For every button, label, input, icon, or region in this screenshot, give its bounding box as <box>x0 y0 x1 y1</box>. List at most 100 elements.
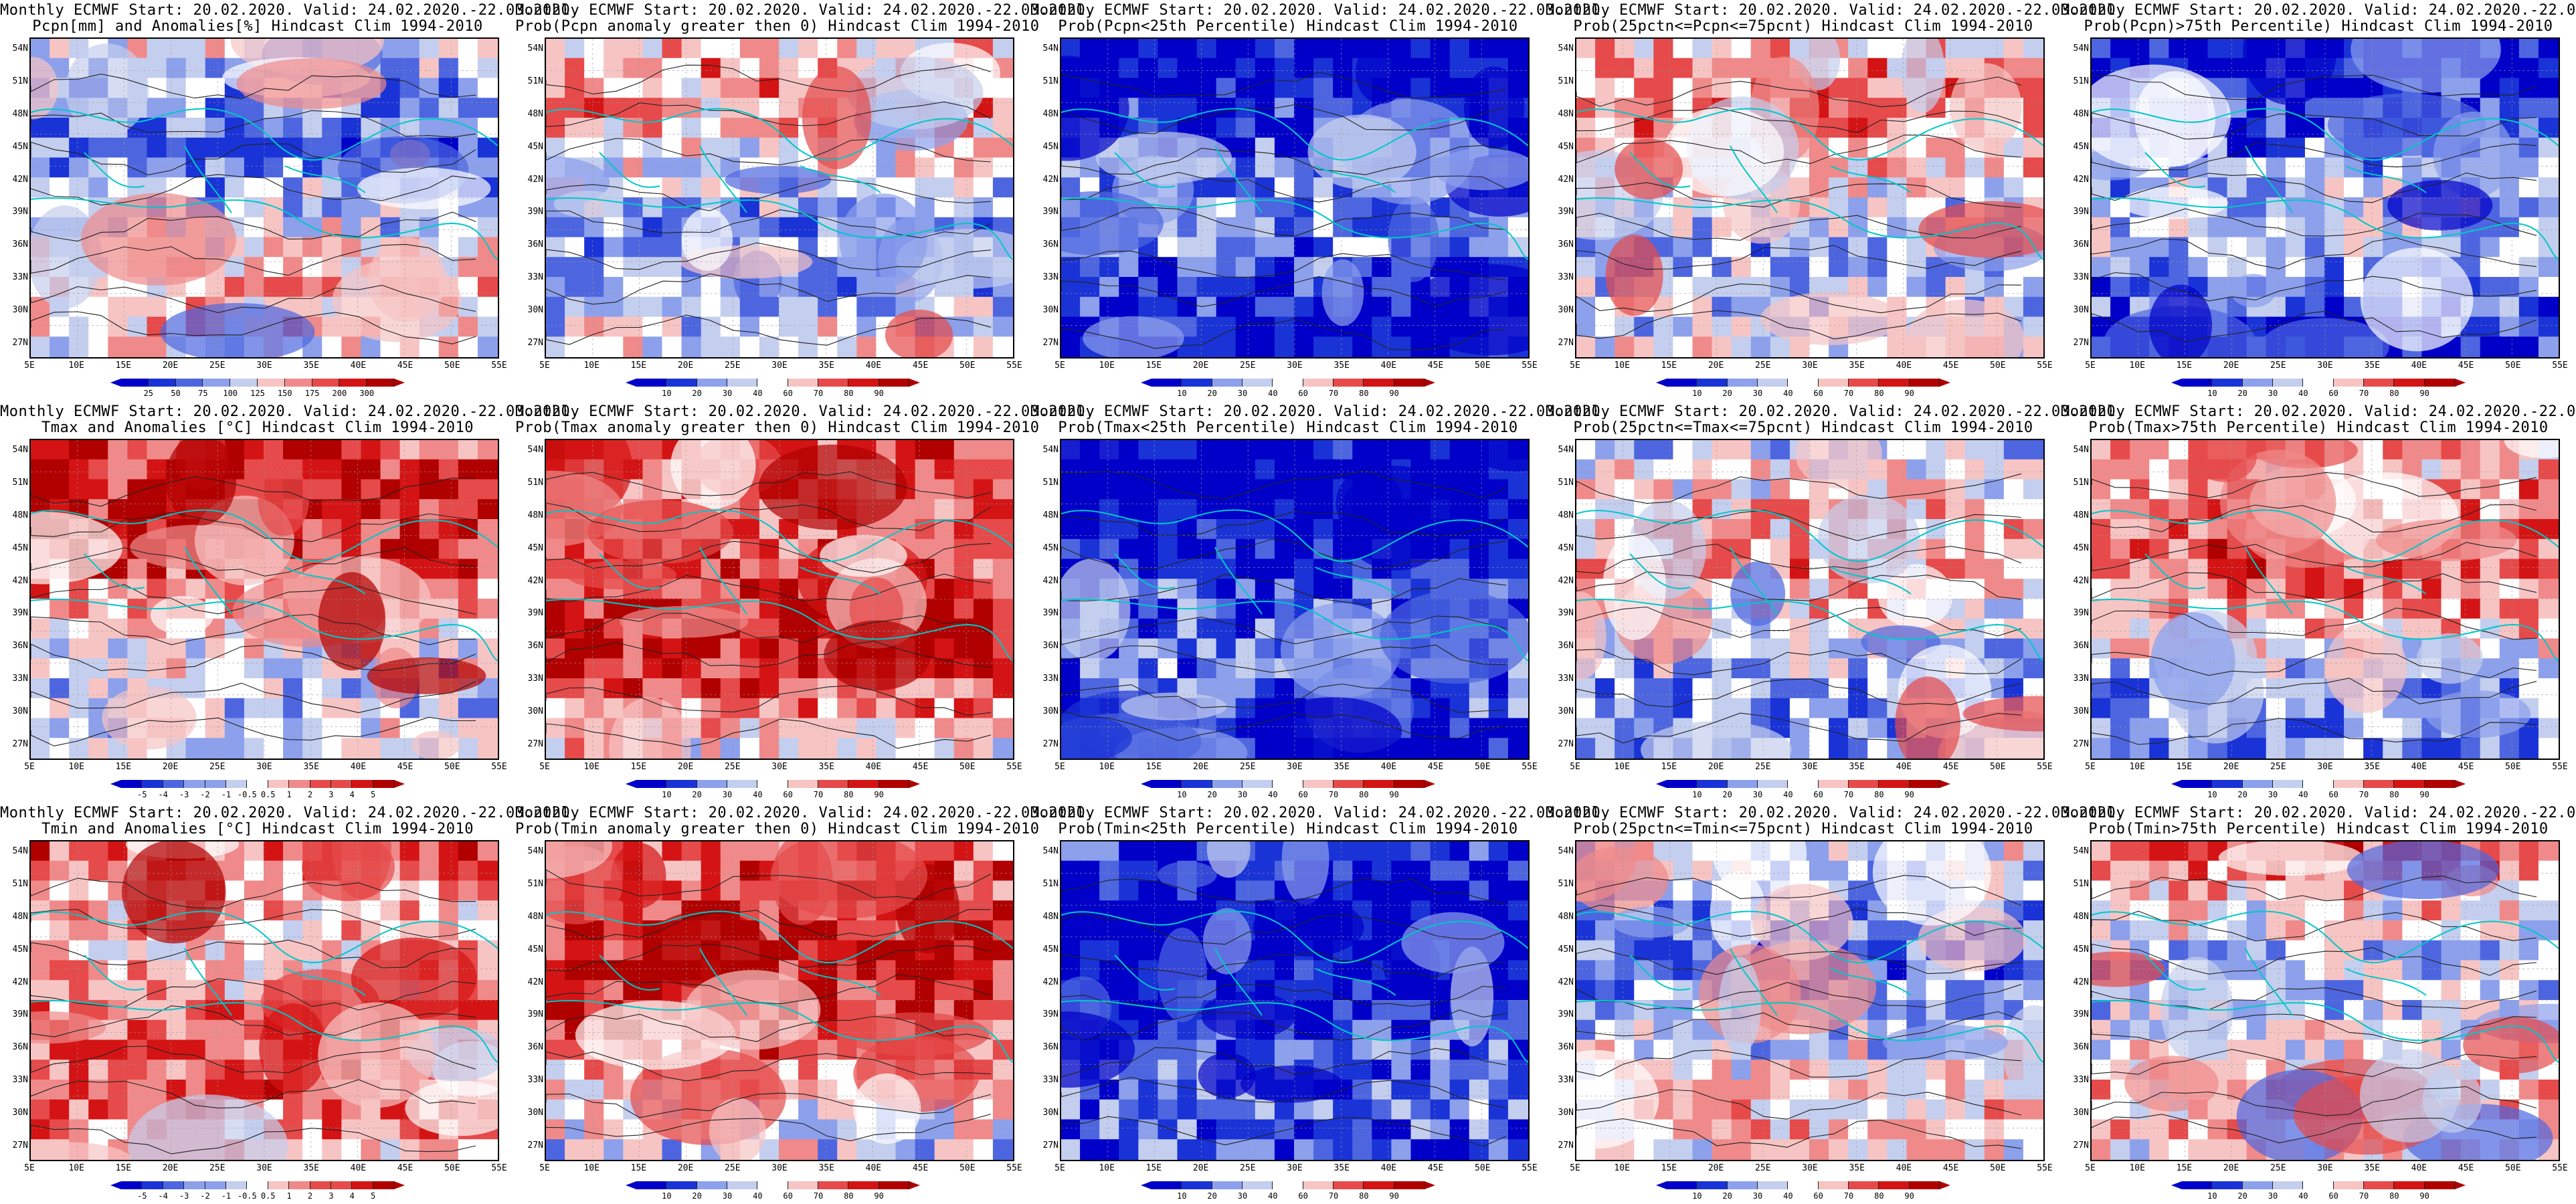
field-cell <box>1964 39 1986 60</box>
lat-tick-label: 39N <box>527 207 543 217</box>
lat-tick-label: 54N <box>1042 445 1059 455</box>
contour-line <box>546 101 992 127</box>
lon-tick-label: 35E <box>2364 361 2380 371</box>
field-cell <box>1196 257 1218 278</box>
field-cell <box>205 137 226 159</box>
field-cell <box>2538 58 2559 80</box>
panel-title-line2: Tmin and Anomalies [°C] Hindcast Clim 19… <box>41 821 474 837</box>
field-cell <box>1235 459 1257 481</box>
field-cell <box>779 599 800 620</box>
field-cell <box>2324 157 2346 179</box>
lon-tick-label: 50E <box>444 762 460 772</box>
field-cell <box>1653 479 1675 501</box>
lon-tick-label: 35E <box>303 1163 319 1173</box>
field-cell <box>322 336 343 357</box>
field-cell <box>1235 157 1257 179</box>
field-cell <box>856 698 878 720</box>
field-cell <box>662 678 683 700</box>
field-blob <box>1321 259 1364 326</box>
colorbar-segment <box>163 780 185 788</box>
panel-title-line1: Monthly ECMWF Start: 20.02.2020. Valid: … <box>0 2 579 19</box>
field-cell <box>302 920 324 942</box>
field-cell <box>244 638 265 660</box>
field-cell <box>399 479 421 501</box>
field-cell <box>1789 718 1811 740</box>
colorbar-label: 70 <box>1328 790 1339 799</box>
field-cell <box>1673 197 1694 219</box>
contour-line <box>1576 213 2022 241</box>
colorbar-segment <box>225 780 248 788</box>
field-cell <box>1274 336 1295 357</box>
field-cell <box>1731 519 1752 540</box>
field-cell <box>264 841 285 862</box>
colorbar-segment <box>175 379 203 387</box>
field-cell <box>69 718 90 740</box>
colorbar-label: 70 <box>813 389 824 398</box>
field-cell <box>341 678 363 700</box>
field-cell <box>2246 177 2268 199</box>
field-cell <box>458 459 479 481</box>
field-cell <box>779 678 800 700</box>
colorbar-label: 10 <box>2207 790 2217 799</box>
field-cell <box>2499 58 2520 80</box>
coastline <box>84 546 366 615</box>
field-cell <box>2092 237 2112 259</box>
field-cell <box>2518 39 2540 60</box>
field-cell <box>604 39 625 60</box>
field-cell <box>1789 678 1811 700</box>
field-cell <box>205 940 226 962</box>
field-cell <box>934 579 955 600</box>
field-cell <box>302 118 324 139</box>
field-cell <box>1634 39 1655 60</box>
field-cell <box>2266 157 2287 179</box>
lon-tick-label: 35E <box>303 762 319 772</box>
field-cell <box>1255 336 1276 357</box>
panel-title-line2: Prob(Pcpn anomaly greater then 0) Hindca… <box>515 18 1040 35</box>
lon-tick-label: 5E <box>1570 361 1580 371</box>
field-cell <box>50 658 71 680</box>
field-cell <box>31 920 52 942</box>
field-cell <box>623 257 644 278</box>
field-cell <box>779 296 800 318</box>
field-cell <box>584 678 606 700</box>
field-cell <box>127 336 149 357</box>
lon-tick-label: 40E <box>2411 361 2427 371</box>
field-cell <box>720 718 741 740</box>
field-blob <box>802 66 872 169</box>
field-cell <box>2285 137 2306 159</box>
field-cell <box>2304 638 2326 660</box>
colorbar-label: 70 <box>2359 790 2369 799</box>
field-cell <box>185 39 207 60</box>
field-cell <box>1576 440 1597 461</box>
field-cell <box>1235 698 1257 720</box>
colorbar-segment <box>257 379 285 387</box>
field-cell <box>1848 738 1869 759</box>
field-cell <box>1887 98 1908 119</box>
lon-tick-label: 40E <box>865 762 882 772</box>
field-cell <box>1294 336 1315 357</box>
lat-tick-label: 45N <box>2073 141 2089 152</box>
field-cell <box>1119 58 1140 80</box>
field-cell <box>623 137 644 159</box>
field-cell <box>604 296 625 318</box>
field-cell <box>185 58 207 80</box>
colorbar-label: 20 <box>1207 389 1217 398</box>
field-cell <box>1964 499 1986 520</box>
field-cell <box>992 118 1013 139</box>
field-cell <box>2130 718 2151 740</box>
field-cell <box>642 39 664 60</box>
field-cell <box>1216 638 1237 660</box>
lat-tick-label: 27N <box>1558 338 1574 348</box>
lat-tick-label: 54N <box>12 445 28 455</box>
field-blob <box>1463 66 1525 149</box>
field-cell <box>1294 579 1315 600</box>
field-cell <box>739 579 761 600</box>
lon-tick-label: 55E <box>2552 361 2568 371</box>
field-cell <box>2227 559 2248 581</box>
field-cell <box>1235 440 1257 461</box>
field-cell <box>1216 217 1237 239</box>
field-cell <box>2480 738 2501 759</box>
field-cell <box>739 316 761 338</box>
field-cell <box>458 257 479 278</box>
field-cell <box>2023 559 2043 581</box>
